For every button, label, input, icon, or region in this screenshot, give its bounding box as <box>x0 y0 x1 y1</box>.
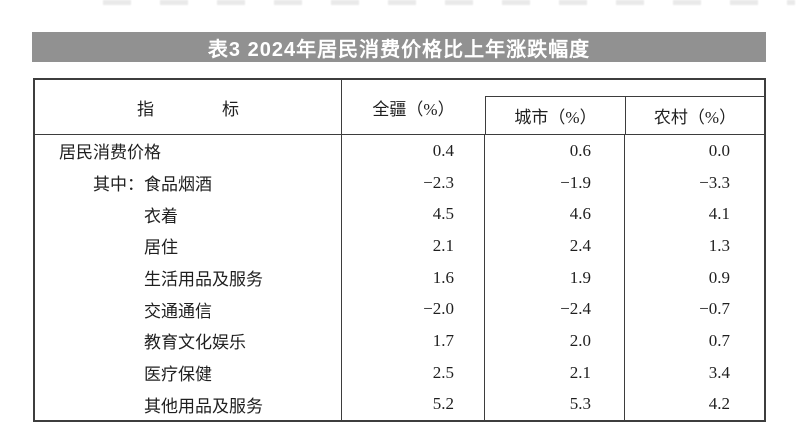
rural-value: 1.3 <box>708 235 730 255</box>
xinjiang-value: 0.4 <box>342 135 485 167</box>
table-row: 其中：食品烟酒 −2.3 −1.9 −3.3 <box>35 166 764 199</box>
urban-value: 2.4 <box>485 230 625 262</box>
xinjiang-value: 2.1 <box>342 230 485 262</box>
row-label: 交通通信 <box>35 293 342 326</box>
header-rural: 农村（%） <box>653 108 737 127</box>
urban-value: 1.9 <box>485 261 625 294</box>
urban-value: 5.3 <box>485 388 625 421</box>
rural-value: 4.2 <box>708 394 730 414</box>
rural-value: −3.3 <box>699 172 730 192</box>
header-subgroup: 城市（%） 农村（%） <box>485 96 764 134</box>
xinjiang-value: 5.2 <box>342 388 485 421</box>
rural-value: 0.7 <box>708 330 730 350</box>
table-title: 表3 2024年居民消费价格比上年涨跌幅度 <box>207 38 591 61</box>
row-label: 生活用品及服务 <box>35 261 342 294</box>
row-label: 医疗保健 <box>35 356 342 389</box>
table-header-row: 指 标 全疆（%） 城市（%） 农村（%） <box>35 80 764 135</box>
xinjiang-value: 1.7 <box>342 325 485 357</box>
table-row: 其他用品及服务 5.2 5.3 4.2 <box>35 388 764 421</box>
urban-value: 2.1 <box>485 356 625 389</box>
table-row: 教育文化娱乐 1.7 2.0 0.7 <box>35 325 764 357</box>
urban-value: 2.0 <box>485 325 625 357</box>
cpi-table: 指 标 全疆（%） 城市（%） 农村（%） 居民消费价格 0.4 0.6 0.0… <box>33 78 766 422</box>
table-title-bar: 表3 2024年居民消费价格比上年涨跌幅度 <box>32 32 766 62</box>
table-row: 居住 2.1 2.4 1.3 <box>35 230 764 262</box>
header-xinjiang: 全疆（%） <box>372 99 455 119</box>
xinjiang-value: 4.5 <box>342 198 485 231</box>
row-label: 居民消费价格 <box>35 135 342 167</box>
cropped-text-artifact <box>103 0 795 5</box>
table-body: 居民消费价格 0.4 0.6 0.0 其中：食品烟酒 −2.3 −1.9 −3.… <box>35 135 764 421</box>
row-label: 居住 <box>35 230 342 262</box>
xinjiang-value: −2.0 <box>342 293 485 326</box>
xinjiang-value: 1.6 <box>342 261 485 294</box>
rural-value: 0.9 <box>708 267 730 287</box>
rural-value: 4.1 <box>708 204 730 224</box>
row-label: 其他用品及服务 <box>35 388 342 421</box>
xinjiang-value: −2.3 <box>342 166 485 199</box>
row-label: 其中：食品烟酒 <box>35 166 342 199</box>
header-indicator: 指 标 <box>35 80 342 134</box>
xinjiang-value: 2.5 <box>342 356 485 389</box>
row-label: 衣着 <box>35 198 342 231</box>
table-row: 衣着 4.5 4.6 4.1 <box>35 198 764 231</box>
table-row: 居民消费价格 0.4 0.6 0.0 <box>35 135 764 167</box>
rural-value: −0.7 <box>699 299 730 319</box>
urban-value: 4.6 <box>485 198 625 231</box>
row-label: 教育文化娱乐 <box>35 325 342 357</box>
header-urban: 城市（%） <box>486 97 626 134</box>
urban-value: 0.6 <box>485 135 625 167</box>
table-row: 交通通信 −2.0 −2.4 −0.7 <box>35 293 764 326</box>
urban-value: −2.4 <box>485 293 625 326</box>
urban-value: −1.9 <box>485 166 625 199</box>
rural-value: 0.0 <box>708 140 730 160</box>
table-row: 生活用品及服务 1.6 1.9 0.9 <box>35 261 764 294</box>
table-row: 医疗保健 2.5 2.1 3.4 <box>35 356 764 389</box>
rural-value: 3.4 <box>708 362 730 382</box>
